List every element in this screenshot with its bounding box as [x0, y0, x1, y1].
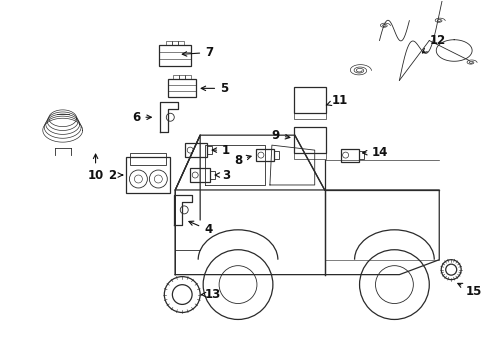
- Text: 10: 10: [87, 154, 103, 181]
- Bar: [185, 143, 207, 157]
- Bar: [172, 41, 178, 45]
- Text: 2: 2: [108, 168, 122, 181]
- Bar: [293, 153, 325, 159]
- Bar: [207, 146, 212, 154]
- Bar: [166, 41, 172, 45]
- Bar: [178, 41, 184, 45]
- Text: 11: 11: [325, 94, 347, 107]
- Text: 12: 12: [422, 34, 445, 53]
- Text: 3: 3: [215, 168, 230, 181]
- Bar: [173, 75, 179, 80]
- Text: 1: 1: [212, 144, 230, 157]
- Text: 9: 9: [271, 129, 289, 142]
- Text: 5: 5: [201, 82, 228, 95]
- Bar: [293, 127, 325, 153]
- Bar: [130, 153, 166, 165]
- Bar: [340, 149, 358, 162]
- Bar: [126, 157, 170, 193]
- Bar: [190, 168, 210, 182]
- Bar: [273, 151, 278, 159]
- Text: 14: 14: [362, 145, 387, 159]
- Bar: [185, 75, 191, 80]
- Text: 6: 6: [132, 111, 151, 124]
- Text: 15: 15: [457, 283, 482, 298]
- Text: 13: 13: [201, 288, 221, 301]
- Bar: [168, 80, 196, 97]
- Bar: [293, 113, 325, 119]
- Text: 7: 7: [182, 46, 213, 59]
- Bar: [255, 149, 273, 161]
- Text: 4: 4: [188, 221, 212, 236]
- Text: 8: 8: [233, 154, 250, 167]
- Bar: [210, 171, 215, 179]
- Bar: [179, 75, 185, 80]
- Bar: [358, 151, 363, 159]
- Bar: [159, 45, 191, 67]
- Bar: [293, 87, 325, 113]
